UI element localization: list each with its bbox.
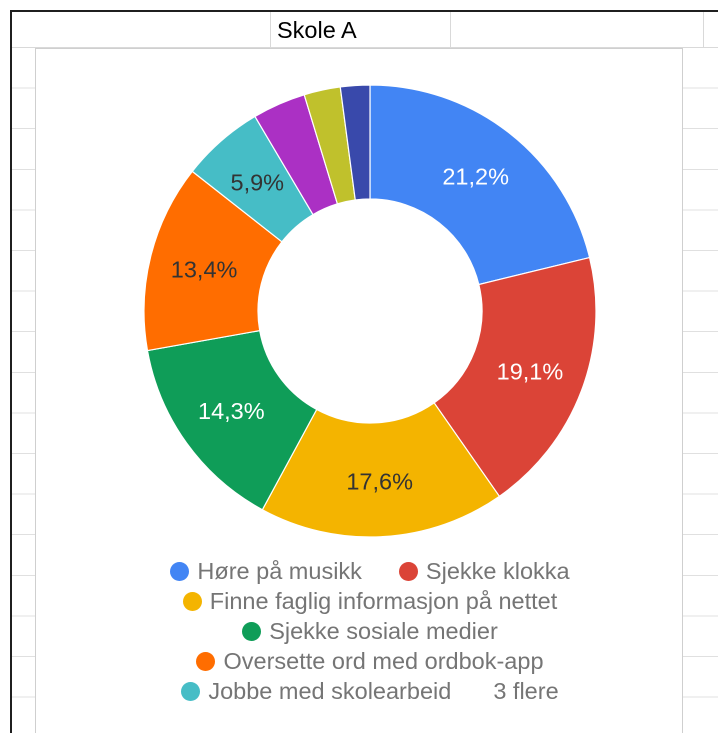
slice-data-label-3: 17,6% (346, 469, 413, 495)
legend-swatch (398, 561, 418, 581)
cell-gridline (450, 12, 451, 48)
donut-slice-5[interactable] (143, 170, 283, 352)
sheet-cells-left[interactable] (12, 48, 35, 733)
chart-legend: Høre på musikk Sjekke klokka Finne fagli… (120, 556, 620, 706)
cell-gridline (270, 12, 271, 48)
donut-slice-3[interactable] (261, 401, 501, 538)
donut-slice-1[interactable] (369, 84, 591, 286)
legend-label: Sjekke klokka (425, 558, 570, 584)
donut-slice-9[interactable] (339, 84, 371, 201)
legend-row: Høre på musikk Sjekke klokka (120, 556, 620, 586)
legend-item: Sjekke klokka (398, 556, 570, 586)
legend-label: Jobbe med skolearbeid (208, 678, 452, 704)
legend-more-label: 3 flere (493, 678, 559, 704)
cell-skole-a[interactable]: Skole A (277, 17, 357, 43)
legend-label: Finne faglig informasjon på nettet (209, 588, 558, 614)
legend-swatch (196, 651, 216, 671)
donut-chart-container[interactable]: 21,2% 19,1% 17,6% 14,3% 13,4% 5,9% Høre på mu… (35, 48, 683, 733)
legend-row: Oversette ord med ordbok-app (120, 646, 620, 676)
legend-item: Sjekke sosiale medier (242, 616, 498, 646)
sheet-header-row[interactable] (12, 12, 718, 48)
cell-gridline (703, 12, 704, 48)
donut-slice-2[interactable] (433, 256, 597, 498)
slice-data-label-6: 5,9% (231, 169, 285, 195)
slice-data-label-2: 19,1% (497, 358, 564, 384)
legend-item: Jobbe med skolearbeid (181, 676, 451, 706)
sheet-frame-left-border (10, 10, 12, 733)
legend-row: Jobbe med skolearbeid 3 flere (120, 676, 620, 706)
legend-label: Oversette ord med ordbok-app (223, 648, 544, 674)
legend-item: Oversette ord med ordbok-app (196, 646, 544, 676)
legend-row: Finne faglig informasjon på nettet (120, 586, 620, 616)
legend-swatch (242, 621, 262, 641)
sheet-frame-top-border (10, 10, 718, 12)
legend-row: Sjekke sosiale medier (120, 616, 620, 646)
slice-data-label-1: 21,2% (442, 164, 509, 190)
legend-swatch (181, 681, 201, 701)
legend-label: Høre på musikk (197, 558, 362, 584)
legend-label: Sjekke sosiale medier (269, 618, 498, 644)
legend-swatch (182, 591, 202, 611)
slice-data-label-5: 13,4% (171, 257, 238, 283)
slice-data-label-4: 14,3% (198, 398, 265, 424)
donut-chart-svg: 21,2% 19,1% 17,6% 14,3% 13,4% 5,9% (143, 84, 597, 538)
legend-item: Finne faglig informasjon på nettet (182, 586, 558, 616)
legend-swatch (170, 561, 190, 581)
sheet-cells-right[interactable] (683, 48, 718, 733)
donut-slice-4[interactable] (146, 329, 318, 511)
legend-item: Høre på musikk (170, 556, 362, 586)
